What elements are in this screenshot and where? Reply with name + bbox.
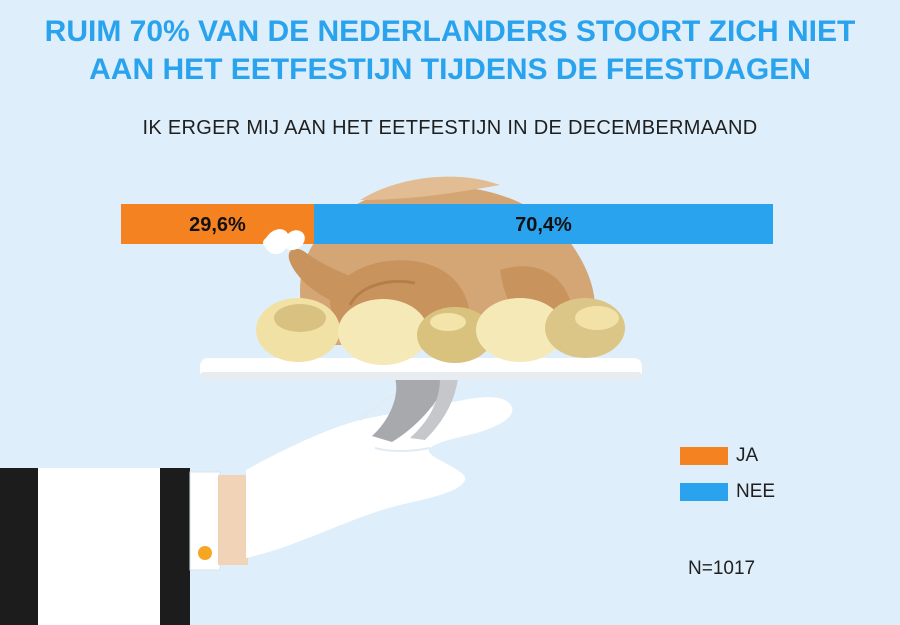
legend-swatch-nee [680, 483, 728, 501]
data-label-ja: 29,6% [189, 214, 246, 236]
platter-icon [200, 358, 642, 380]
chart-subtitle: IK ERGER MIJ AAN HET EETFESTIJN IN DE DE… [142, 117, 758, 139]
potatoes-icon [256, 298, 625, 365]
legend-label-ja: JA [736, 445, 759, 466]
glove-icon [246, 384, 513, 558]
sample-size-note: N=1017 [688, 558, 756, 579]
legend-swatch-ja [680, 447, 728, 465]
drumstick-bone-icon [263, 229, 305, 254]
legend-label-nee: NEE [736, 481, 776, 502]
data-label-nee: 70,4% [515, 214, 572, 236]
sleeve-icon [0, 468, 248, 625]
legend-item-ja: JA [680, 445, 758, 467]
legend-item-nee: NEE [680, 481, 775, 503]
title-line-2: AAN HET EETFESTIJN TIJDENS DE FEESTDAGEN [89, 53, 811, 86]
title-line-1: RUIM 70% VAN DE NEDERLANDERS STOORT ZICH… [44, 15, 856, 48]
bar-segment-nee [313, 204, 773, 244]
